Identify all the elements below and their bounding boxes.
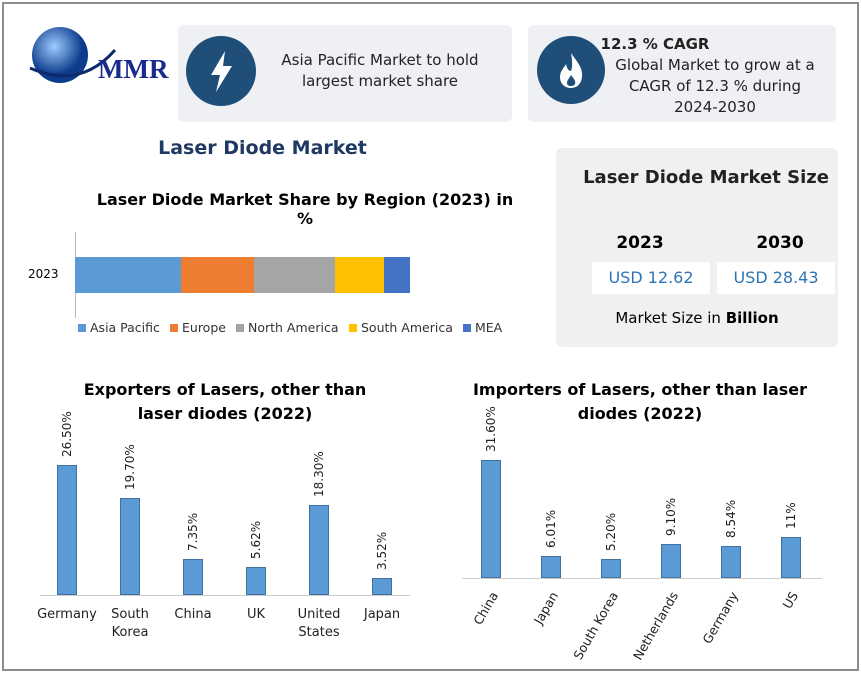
value-label: 9.10% — [664, 497, 678, 537]
value-label: 11% — [784, 502, 798, 529]
x-tick-label: Japan — [363, 607, 401, 622]
value-label: 3.52% — [375, 531, 389, 570]
bar — [309, 505, 329, 595]
value-label: 7.35% — [186, 512, 200, 551]
bar-segment — [180, 257, 254, 293]
bar — [183, 558, 203, 595]
x-tick-label: UK — [246, 607, 266, 622]
value-label: 5.62% — [249, 521, 263, 560]
legend-swatch — [170, 324, 178, 332]
bar — [246, 567, 266, 595]
size-note-text: Market Size in — [615, 309, 721, 327]
value-label: 6.01% — [544, 509, 558, 548]
axis-line — [40, 595, 410, 596]
bar-segment — [334, 257, 384, 293]
page-title: Laser Diode Market — [158, 137, 367, 159]
x-tick-label: China — [174, 607, 212, 622]
legend-swatch — [349, 324, 357, 332]
cagr-title: 12.3 % CAGR — [600, 35, 710, 53]
size-value: USD 12.62 — [592, 262, 710, 294]
highlight-text: Asia Pacific Market to hold largest mark… — [281, 51, 479, 90]
value-label: 8.54% — [724, 500, 738, 539]
bar-segment — [383, 257, 410, 293]
bolt-icon — [186, 36, 256, 106]
bar — [661, 544, 681, 578]
legend-label: Asia Pacific — [90, 320, 160, 335]
bar — [120, 498, 140, 595]
size-note: Market Size in Billion — [556, 309, 838, 327]
legend-label: Europe — [182, 320, 226, 335]
chart-title: Exporters of Lasers, other than laser di… — [83, 380, 367, 423]
year-label: 2023 — [616, 233, 664, 253]
chart-title: Laser Diode Market Share by Region (2023… — [96, 190, 514, 228]
value-label: 19.70% — [123, 444, 137, 491]
bar — [601, 558, 621, 578]
bar — [721, 546, 741, 578]
x-tick-label: United States — [297, 607, 341, 640]
bar — [781, 536, 801, 578]
bar — [372, 577, 392, 595]
value-label: 26.50% — [60, 411, 74, 458]
legend-swatch — [236, 324, 244, 332]
bar — [57, 465, 77, 595]
bar — [541, 555, 561, 578]
legend-swatch — [78, 324, 86, 332]
cagr-text: Global Market to grow at a CAGR of 12.3 … — [615, 56, 815, 116]
logo: MMR — [29, 27, 169, 84]
chart-title: Importers of Lasers, other than laser di… — [472, 380, 808, 423]
y-tick-label: 2023 — [28, 267, 59, 281]
bar-segment — [75, 257, 181, 293]
legend-label: South America — [361, 320, 453, 335]
logo-text: MMR — [98, 54, 169, 84]
size-unit: Billion — [725, 309, 779, 327]
value-label: 5.20% — [604, 512, 618, 551]
bar — [481, 460, 501, 578]
market-size-title: Laser Diode Market Size — [583, 167, 829, 188]
legend-label: MEA — [475, 320, 503, 335]
value-label: 31.60% — [484, 406, 498, 453]
year-label: 2030 — [756, 233, 804, 253]
x-tick-label: South Korea — [111, 607, 149, 640]
legend-swatch — [463, 324, 471, 332]
value-label: 18.30% — [312, 451, 326, 498]
x-tick-label: Germany — [37, 607, 97, 622]
flame-icon — [537, 36, 605, 104]
market-size-card — [556, 148, 838, 347]
bar-segment — [253, 257, 335, 293]
logo-globe — [32, 27, 88, 83]
axis-line — [462, 578, 822, 579]
size-value: USD 28.43 — [717, 262, 835, 294]
legend-label: North America — [248, 320, 339, 335]
